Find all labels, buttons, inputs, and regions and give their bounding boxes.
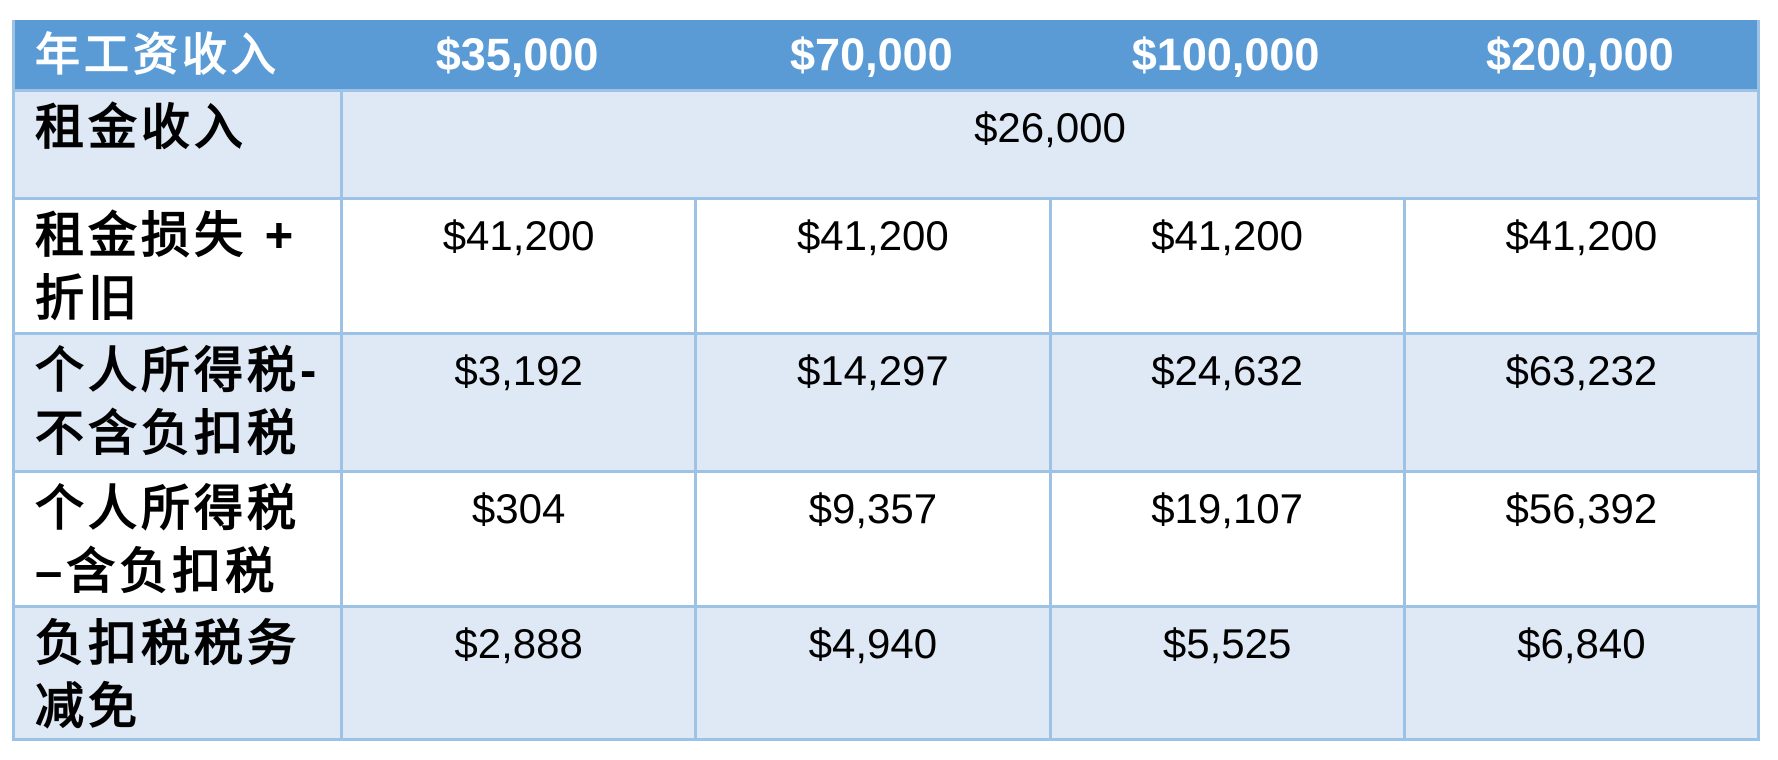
value-cell: $2,888 bbox=[340, 608, 694, 738]
row-label-negative-gearing-tax-relief: 负扣税税务 减免 bbox=[15, 608, 340, 738]
row-label-income-tax-with-negative-gearing: 个人所得税 –含负扣税 bbox=[15, 473, 340, 605]
value-cell: $14,297 bbox=[694, 335, 1048, 470]
header-cell-annual-wage-income: 年工资收入 bbox=[35, 28, 281, 80]
label-line-2: 减免 bbox=[35, 680, 142, 734]
value-cell: $24,632 bbox=[1048, 335, 1403, 470]
value-cell: $3,192 bbox=[340, 335, 694, 470]
value-cell: $4,940 bbox=[694, 608, 1048, 738]
value-cell: $41,200 bbox=[1048, 200, 1403, 332]
label-line-2: 不含负扣税 bbox=[35, 407, 301, 461]
value-cell: $41,200 bbox=[1402, 200, 1757, 332]
value-cell: $304 bbox=[340, 473, 694, 605]
value-cell: $63,232 bbox=[1402, 335, 1757, 470]
header-cell-200000: $200,000 bbox=[1486, 28, 1674, 80]
value-cell: $56,392 bbox=[1402, 473, 1757, 605]
row-label-rental-income: 租金收入 bbox=[15, 92, 340, 197]
header-row: 年工资收入 $35,000 $70,000 $100,000 $200,000 bbox=[15, 20, 1757, 89]
row-income-tax-without-negative-gearing: 个人所得税- 不含负扣税 $3,192 $14,297 $24,632 $63,2… bbox=[15, 332, 1757, 470]
header-cell-100000: $100,000 bbox=[1131, 28, 1320, 80]
row-negative-gearing-tax-relief: 负扣税税务减免 $2,888 $4,940 $5,525 $6,840 bbox=[15, 605, 1757, 738]
value-cell-rental-income-merged: $26,000 bbox=[340, 92, 1757, 197]
value-cell: $5,525 bbox=[1048, 608, 1403, 738]
value-cell: $19,107 bbox=[1048, 473, 1403, 605]
row-income-tax-with-negative-gearing: 个人所得税 –含负扣税 $304 $9,357 $19,107 $56,392 bbox=[15, 470, 1757, 605]
negative-gearing-tax-table: 年工资收入 $35,000 $70,000 $100,000 $200,000 … bbox=[12, 20, 1760, 741]
value-cell: $6,840 bbox=[1402, 608, 1757, 738]
label-line-1: 负扣税税务 bbox=[35, 617, 301, 671]
value-cell: $41,200 bbox=[340, 200, 694, 332]
row-label-income-tax-without-negative-gearing: 个人所得税- 不含负扣税 bbox=[15, 335, 340, 470]
label-line-1: 个人所得税- bbox=[35, 344, 321, 398]
row-label-rental-loss-plus-depreciation: 租金损失 + 折旧 bbox=[15, 200, 340, 332]
label-line-1: 租金损失 + bbox=[35, 209, 298, 263]
label-line-1: 租金收入 bbox=[35, 101, 248, 155]
label-line-2: –含负扣税 bbox=[35, 545, 279, 599]
row-rental-loss-plus-depreciation: 租金损失 + 折旧 $41,200 $41,200 $41,200 $41,200 bbox=[15, 197, 1757, 332]
row-rental-income: 租金收入 $26,000 bbox=[15, 89, 1757, 197]
header-cell-35000: $35,000 bbox=[435, 28, 599, 80]
label-line-2: 折旧 bbox=[35, 272, 142, 326]
value-cell: $41,200 bbox=[694, 200, 1048, 332]
value-cell: $9,357 bbox=[694, 473, 1048, 605]
label-line-1: 个人所得税 bbox=[35, 482, 301, 536]
header-cell-70000: $70,000 bbox=[790, 28, 953, 80]
